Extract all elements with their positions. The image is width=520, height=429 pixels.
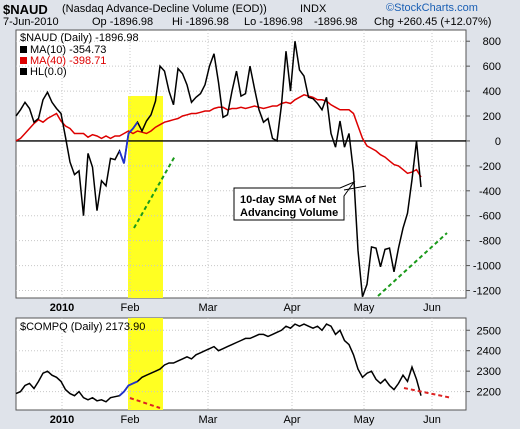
y-tick-label: -800 xyxy=(479,236,501,248)
highlight-band-main xyxy=(128,96,163,298)
watermark: StockCharts.com xyxy=(386,2,478,14)
legend-swatch xyxy=(20,57,27,64)
y-tick-label: -1200 xyxy=(473,286,501,298)
lower-panel-title: $COMPQ (Daily) 2173.90 xyxy=(20,321,145,333)
panel-lower-background xyxy=(15,317,467,411)
x-tick-label: Jun xyxy=(423,302,441,314)
trendline-jun-red xyxy=(403,387,453,399)
x-tick-label: May xyxy=(354,302,375,314)
ma10-feb-segment xyxy=(118,121,139,164)
high-value: Hi -1896.98 xyxy=(172,16,229,28)
compq-line xyxy=(15,323,422,403)
annotation-line-2: Advancing Volume xyxy=(240,207,338,219)
x-tick-label: Apr xyxy=(283,414,300,426)
annotation-box xyxy=(233,180,356,221)
ma10-line xyxy=(15,41,422,298)
legend-entry: MA(10) -354.73 xyxy=(30,44,106,56)
x-tick-label: 2010 xyxy=(50,302,74,314)
y-tick-label: 2300 xyxy=(477,366,501,378)
y-tick-label: -400 xyxy=(479,186,501,198)
compq-feb-segment xyxy=(118,380,138,397)
x-tick-label: 2010 xyxy=(50,414,74,426)
legend-swatch xyxy=(20,46,27,53)
x-tick-label: May xyxy=(354,414,375,426)
x-tick-label: Mar xyxy=(199,414,218,426)
x-tick-label: Feb xyxy=(121,414,140,426)
close-value: -1896.98 xyxy=(314,16,358,28)
x-tick-label: Mar xyxy=(199,302,218,314)
x-tick-label: Apr xyxy=(283,302,300,314)
low-value: Lo -1896.98 xyxy=(244,16,303,28)
y-tick-label: 2200 xyxy=(477,387,501,399)
annotation-pointer xyxy=(343,185,367,191)
y-tick-label: -1000 xyxy=(473,261,501,273)
annotation-line-1: 10-day SMA of Net xyxy=(240,194,337,206)
y-tick-label: 600 xyxy=(483,61,501,73)
symbol-description: (Nasdaq Advance-Decline Volume (EOD)) xyxy=(62,3,267,15)
legend-entry: MA(40) -398.71 xyxy=(30,55,106,67)
x-tick-label: Jun xyxy=(423,414,441,426)
y-tick-label: -600 xyxy=(479,211,501,223)
date-label: 7-Jun-2010 xyxy=(3,16,59,28)
exchange-label: INDX xyxy=(300,3,327,15)
y-tick-label: 200 xyxy=(483,111,501,123)
trendline-feb-red xyxy=(129,397,161,409)
symbol-label: $NAUD xyxy=(3,2,48,17)
y-tick-label: 0 xyxy=(495,136,501,148)
legend-entry: HL(0.0) xyxy=(30,66,67,78)
y-tick-label: 2500 xyxy=(477,325,501,337)
legend-swatch xyxy=(20,68,27,75)
x-tick-label: Feb xyxy=(121,302,140,314)
y-tick-label: 2400 xyxy=(477,346,501,358)
ma40-line xyxy=(15,93,422,178)
highlight-band-lower xyxy=(128,318,163,410)
open-value: Op -1896.98 xyxy=(92,16,154,28)
y-tick-label: 400 xyxy=(483,86,501,98)
y-tick-label: 800 xyxy=(483,36,501,48)
change-value: Chg +260.45 (+12.07%) xyxy=(374,16,492,28)
y-tick-label: -200 xyxy=(479,161,501,173)
trendline-may-green xyxy=(377,232,448,297)
panel-main-background xyxy=(15,29,467,299)
legend-title: $NAUD (Daily) -1896.98 xyxy=(20,32,139,44)
